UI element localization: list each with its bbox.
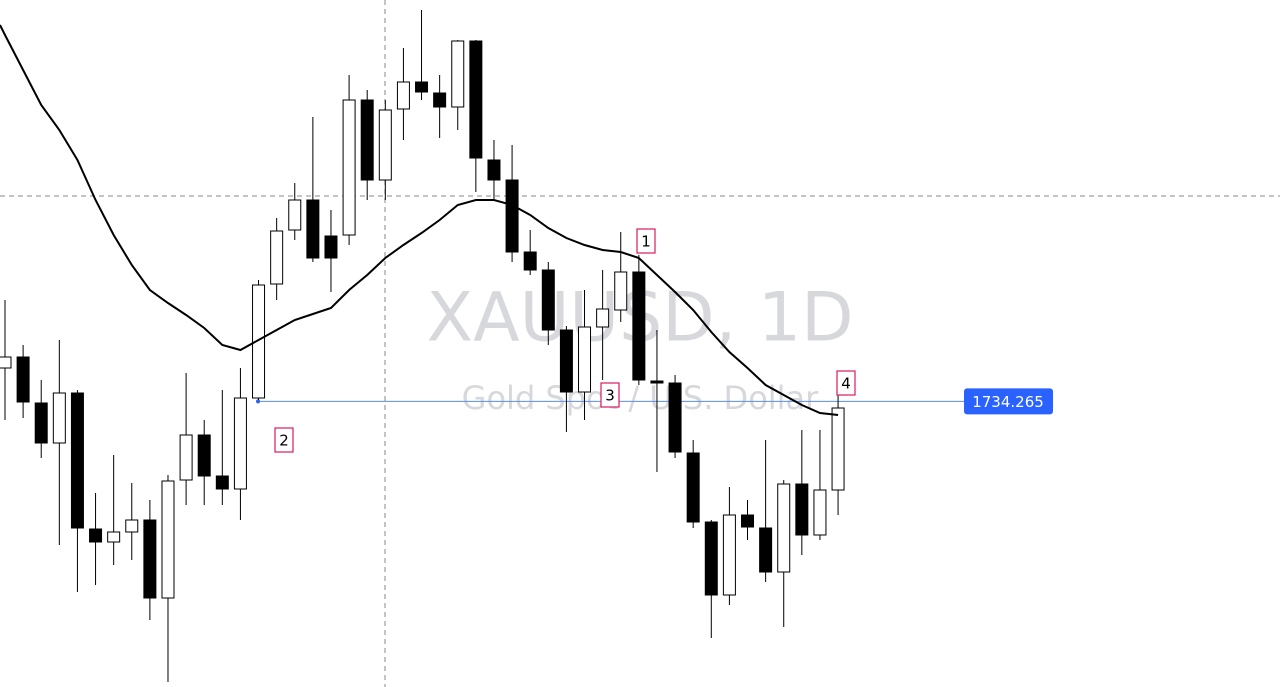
candle-body <box>686 452 700 523</box>
candle-body <box>541 269 555 331</box>
candle-body <box>704 521 718 596</box>
candle-body <box>324 235 338 259</box>
candle-body <box>415 81 429 93</box>
annotation-box <box>274 427 294 453</box>
annotation-box <box>836 370 856 396</box>
candle-body <box>306 199 320 259</box>
candle-body <box>578 326 592 393</box>
candle-body <box>559 329 573 393</box>
candle-body <box>451 40 465 108</box>
candle-body <box>270 230 284 285</box>
candle-body <box>197 434 211 477</box>
candle-body <box>650 380 664 384</box>
watermark-description: Gold Spot / U.S. Dollar <box>462 379 819 417</box>
annotation-label: 4 <box>841 375 851 393</box>
candle-body <box>179 434 193 481</box>
candle-body <box>233 397 247 490</box>
candle-body <box>469 40 483 159</box>
candle-body <box>831 407 845 491</box>
candle-body <box>741 514 755 528</box>
candle-body <box>0 356 12 369</box>
annotation-box <box>636 228 656 254</box>
anchor-dot <box>256 399 260 404</box>
candle-body <box>215 475 229 490</box>
candle-body <box>523 251 537 271</box>
candle-body <box>16 356 30 403</box>
candle-body <box>614 271 628 311</box>
candle-body <box>722 514 736 596</box>
annotation-label: 3 <box>605 387 615 405</box>
candle-body <box>143 519 157 599</box>
candle-body <box>759 527 773 573</box>
candle-body <box>52 392 66 444</box>
annotation-label: 2 <box>279 432 289 450</box>
candle-body <box>487 159 501 181</box>
candle-body <box>813 489 827 536</box>
candle-body <box>668 382 682 453</box>
candle-body <box>433 92 447 108</box>
price-label: 1734.265 <box>972 393 1044 411</box>
candle-body <box>378 109 392 181</box>
candle-body <box>34 402 48 444</box>
annotation-label: 1 <box>641 233 651 251</box>
annotation-box <box>600 382 620 408</box>
candle-body <box>795 483 809 536</box>
candle-body <box>252 284 266 399</box>
candle-body <box>360 99 374 181</box>
candle-body <box>288 199 302 231</box>
candle-body <box>161 480 175 599</box>
candle-body <box>596 308 610 328</box>
candle-body <box>70 392 84 529</box>
candle-body <box>632 271 646 381</box>
candle-body <box>125 519 139 533</box>
moving-average <box>0 24 839 416</box>
candle-body <box>505 179 519 253</box>
candle-body <box>107 531 121 543</box>
candle-body <box>342 99 356 236</box>
price-label-box <box>964 388 1053 415</box>
candle-body <box>89 528 103 543</box>
candle-body <box>396 81 410 110</box>
candle-body <box>777 483 791 573</box>
